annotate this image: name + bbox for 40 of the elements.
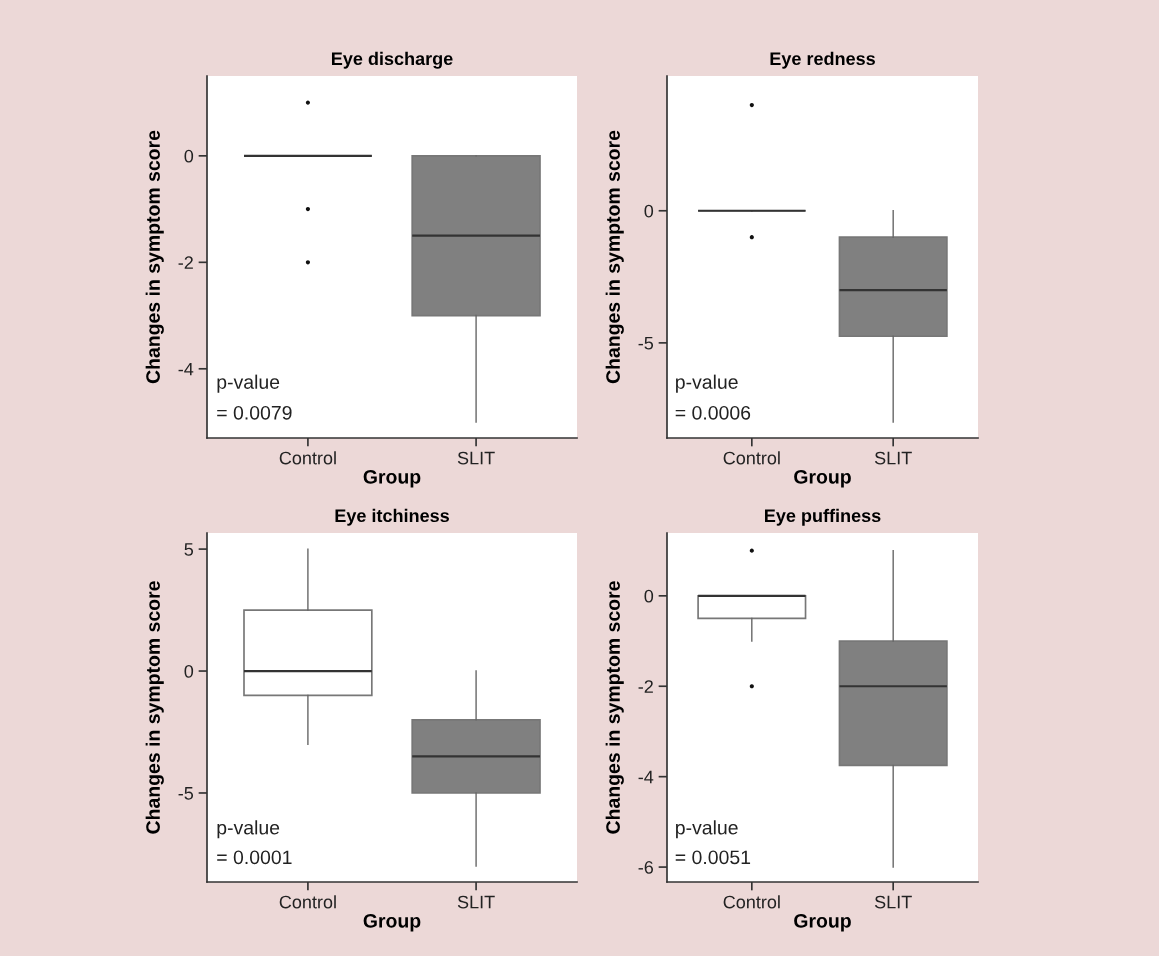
x-tick-label: Control — [723, 895, 780, 909]
chart-title: Eye discharge — [331, 51, 453, 69]
x-tick-label: SLIT — [874, 895, 912, 909]
x-tick-label: Control — [723, 451, 780, 465]
chart-title: Eye puffiness — [765, 508, 881, 526]
y-tick-label: 5 — [184, 543, 194, 556]
annotation: p-value — [217, 374, 280, 393]
annotation: = 0.0079 — [217, 405, 292, 420]
x-tick-label: SLIT — [457, 895, 495, 909]
chart-title: Eye redness — [770, 51, 875, 69]
x-axis-title: Group — [363, 469, 421, 488]
annotation: = 0.0051 — [675, 850, 751, 865]
x-tick-label: SLIT — [457, 451, 495, 465]
annotation: p-value — [217, 820, 280, 839]
x-axis-title: Group — [794, 469, 851, 488]
y-tick-label: -2 — [638, 680, 653, 693]
y-tick-label: -4 — [638, 770, 654, 784]
chart-title: Eye itchiness — [335, 508, 449, 526]
y-axis-title: Changes in symptom score — [605, 581, 624, 834]
y-tick-label: -4 — [178, 362, 194, 376]
y-tick-label: 0 — [184, 664, 194, 678]
y-tick-label: 0 — [644, 204, 654, 218]
annotation: p-value — [676, 374, 738, 393]
x-axis-title: Group — [794, 913, 851, 932]
y-axis-title: Changes in symptom score — [145, 581, 164, 834]
y-axis-title: Changes in symptom score — [605, 130, 624, 384]
x-tick-label: SLIT — [874, 451, 912, 465]
y-tick-label: 0 — [184, 149, 194, 163]
annotation: = 0.0001 — [217, 850, 292, 865]
x-tick-label: Control — [279, 451, 336, 465]
x-tick-label: Control — [279, 895, 336, 909]
y-tick-label: -5 — [178, 787, 194, 800]
y-tick-label: -6 — [638, 861, 654, 874]
y-tick-label: -5 — [638, 337, 654, 350]
annotation: p-value — [676, 820, 738, 839]
y-tick-label: -2 — [178, 256, 193, 269]
y-tick-label: 0 — [644, 589, 654, 603]
annotation: = 0.0006 — [675, 405, 751, 420]
x-axis-title: Group — [363, 913, 421, 932]
y-axis-title: Changes in symptom score — [145, 130, 164, 384]
